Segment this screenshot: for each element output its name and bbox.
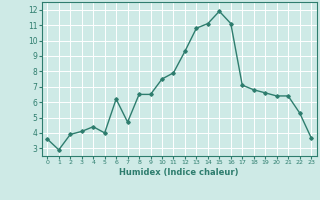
- X-axis label: Humidex (Indice chaleur): Humidex (Indice chaleur): [119, 168, 239, 177]
